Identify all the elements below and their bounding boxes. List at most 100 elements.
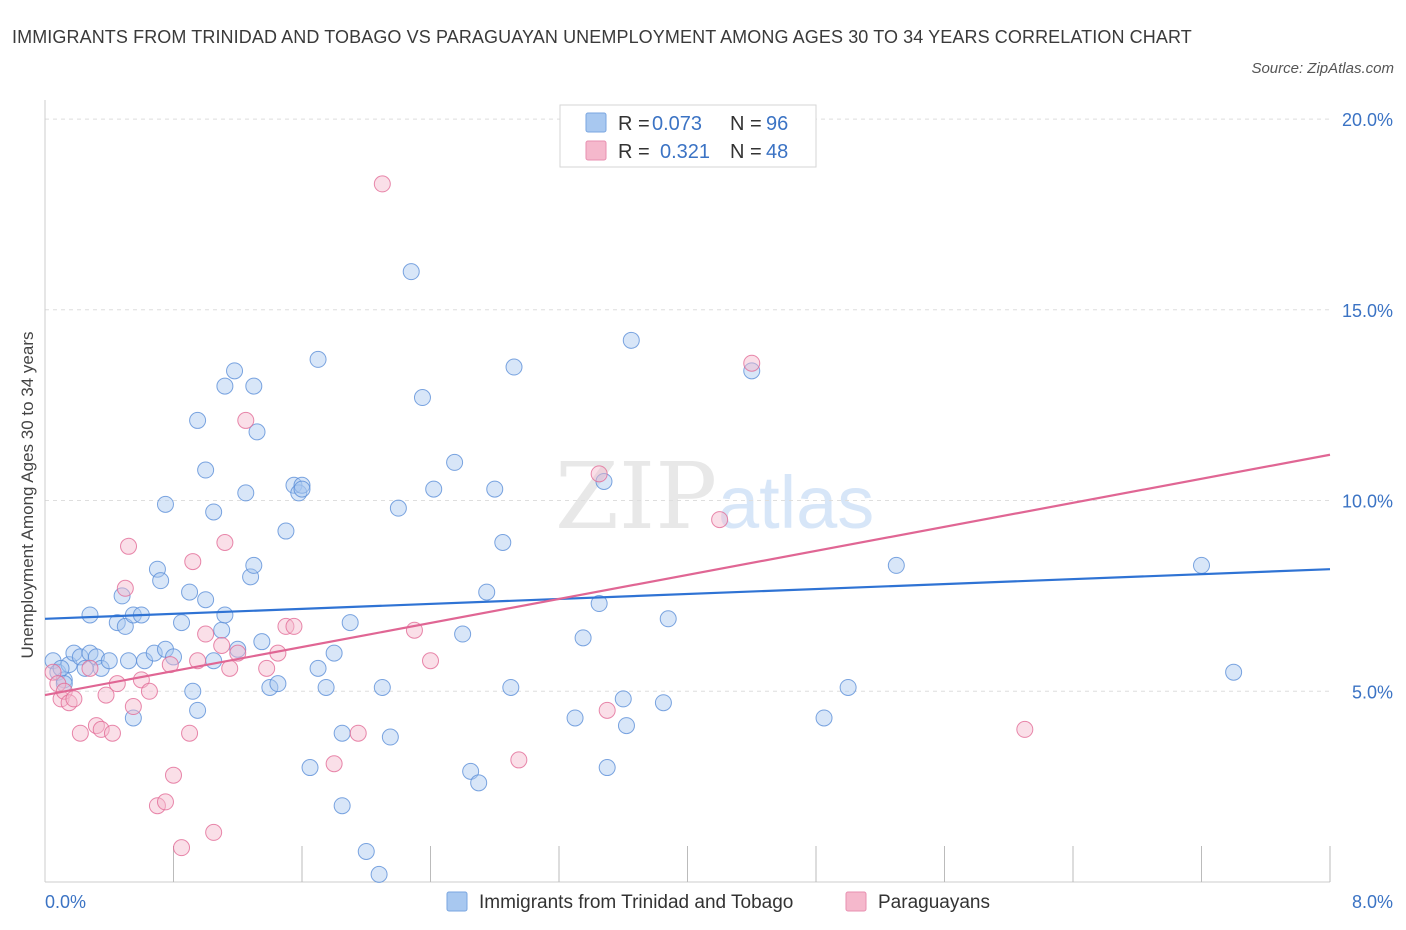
trend-lines [44,453,1331,697]
paraguayan-point [510,751,528,769]
trinidad-point [197,591,215,609]
legend-r-label: R = [618,141,650,163]
trinidad-point [1193,556,1210,574]
paraguayan-point [181,724,199,742]
legend-n-value: 48 [766,141,788,163]
paraguayan-point [71,724,89,742]
source-credit: Source: ZipAtlas.com [1251,60,1394,77]
y-tick-label: 5.0% [1352,682,1393,702]
trinidad-point [242,568,260,586]
trinidad-point [381,728,399,746]
trinidad-point [333,724,351,742]
paraguayan-point [258,659,276,677]
paraguayan-point [325,755,343,773]
bottom-legend-swatch-pink [845,891,867,912]
paraguayan-point [285,617,303,635]
trinidad-point [659,610,677,628]
trinidad-trend-line [44,568,1331,620]
trinidad-point [213,621,231,639]
trinidad-point [622,331,640,349]
paraguayan-point [184,553,202,571]
trinidad-point [301,759,319,777]
paraguayan-point [221,659,239,677]
trinidad-point [277,522,295,540]
y-tick-label: 20.0% [1342,110,1393,130]
trinidad-point [184,682,202,700]
legend-box: R = 0.073 N = 96 R = 0.321 N = 48 [559,104,817,168]
paraguayan-point [422,652,439,670]
legend-r-value: 0.321 [660,141,710,163]
trinidad-point [148,560,166,578]
paraguayan-point [81,659,99,677]
trinidad-point [293,480,311,498]
y-tick-label: 10.0% [1342,492,1393,512]
legend-n-label: N = [730,141,762,163]
axes [44,100,1331,883]
trinidad-point [494,533,512,551]
trinidad-point [237,484,255,502]
trinidad-point [1225,663,1243,681]
trinidad-point [357,842,375,860]
trinidad-point [269,675,287,693]
paraguayan-point [103,724,121,742]
paraguayan-point [197,625,215,643]
paraguayan-point [349,724,367,742]
trinidad-point [309,350,327,368]
grid-lines [45,118,1330,692]
x-tick-labels: 0.0% 8.0% [45,892,1393,912]
trinidad-point [181,583,199,601]
paraguayan-point [1016,720,1034,738]
paraguayan-point [205,823,223,841]
series-paraguayans [44,175,1034,857]
trinidad-point [145,644,163,662]
trinidad-point [413,389,431,407]
paraguayan-point [237,411,255,429]
trinidad-point [226,362,244,380]
trinidad-point [108,614,126,632]
trinidad-point [574,629,592,647]
trinidad-point [333,797,351,815]
paraguayan-point [156,793,174,811]
trinidad-point [81,606,99,624]
trinidad-point [317,678,335,696]
bottom-legend-label: Immigrants from Trinidad and Tobago [479,892,793,913]
trinidad-point [617,717,635,735]
x-tick-label: 0.0% [45,892,86,912]
paraguayan-trend-line [44,453,1331,697]
paraguayan-point [229,644,247,662]
paraguayan-point [65,690,83,708]
paraguayan-point [590,465,608,483]
trinidad-point [373,678,391,696]
chart-title: IMMIGRANTS FROM TRINIDAD AND TOBAGO VS P… [12,27,1192,47]
bottom-legend: Immigrants from Trinidad and Tobago Para… [446,891,990,913]
trinidad-point [478,583,496,601]
trinidad-point [100,652,118,670]
trinidad-point [590,595,608,613]
trinidad-point [654,694,672,712]
trinidad-point [325,644,343,662]
trinidad-point [425,480,443,498]
trinidad-point [248,423,266,441]
paraguayan-point [743,354,761,372]
trinidad-point [205,503,223,521]
paraguayan-point [148,797,166,815]
y-tick-label: 15.0% [1342,301,1393,321]
paraguayan-point [97,686,115,704]
paraguayan-point [116,579,134,597]
trinidad-point [598,759,616,777]
trinidad-point [887,556,905,574]
paraguayan-point [44,663,62,681]
paraguayan-point [165,766,182,784]
trinidad-point [293,476,311,494]
y-axis-label: Unemployment Among Ages 30 to 34 years [18,332,37,659]
trinidad-point [839,678,857,696]
trinidad-point [173,614,191,632]
trinidad-point [505,358,523,376]
paraguayan-point [213,636,231,654]
bottom-legend-swatch-blue [446,891,468,912]
series-trinidad [44,263,1243,883]
legend-swatch-blue [585,112,607,133]
watermark-zip: ZIP [555,443,717,550]
trinidad-point [120,652,138,670]
